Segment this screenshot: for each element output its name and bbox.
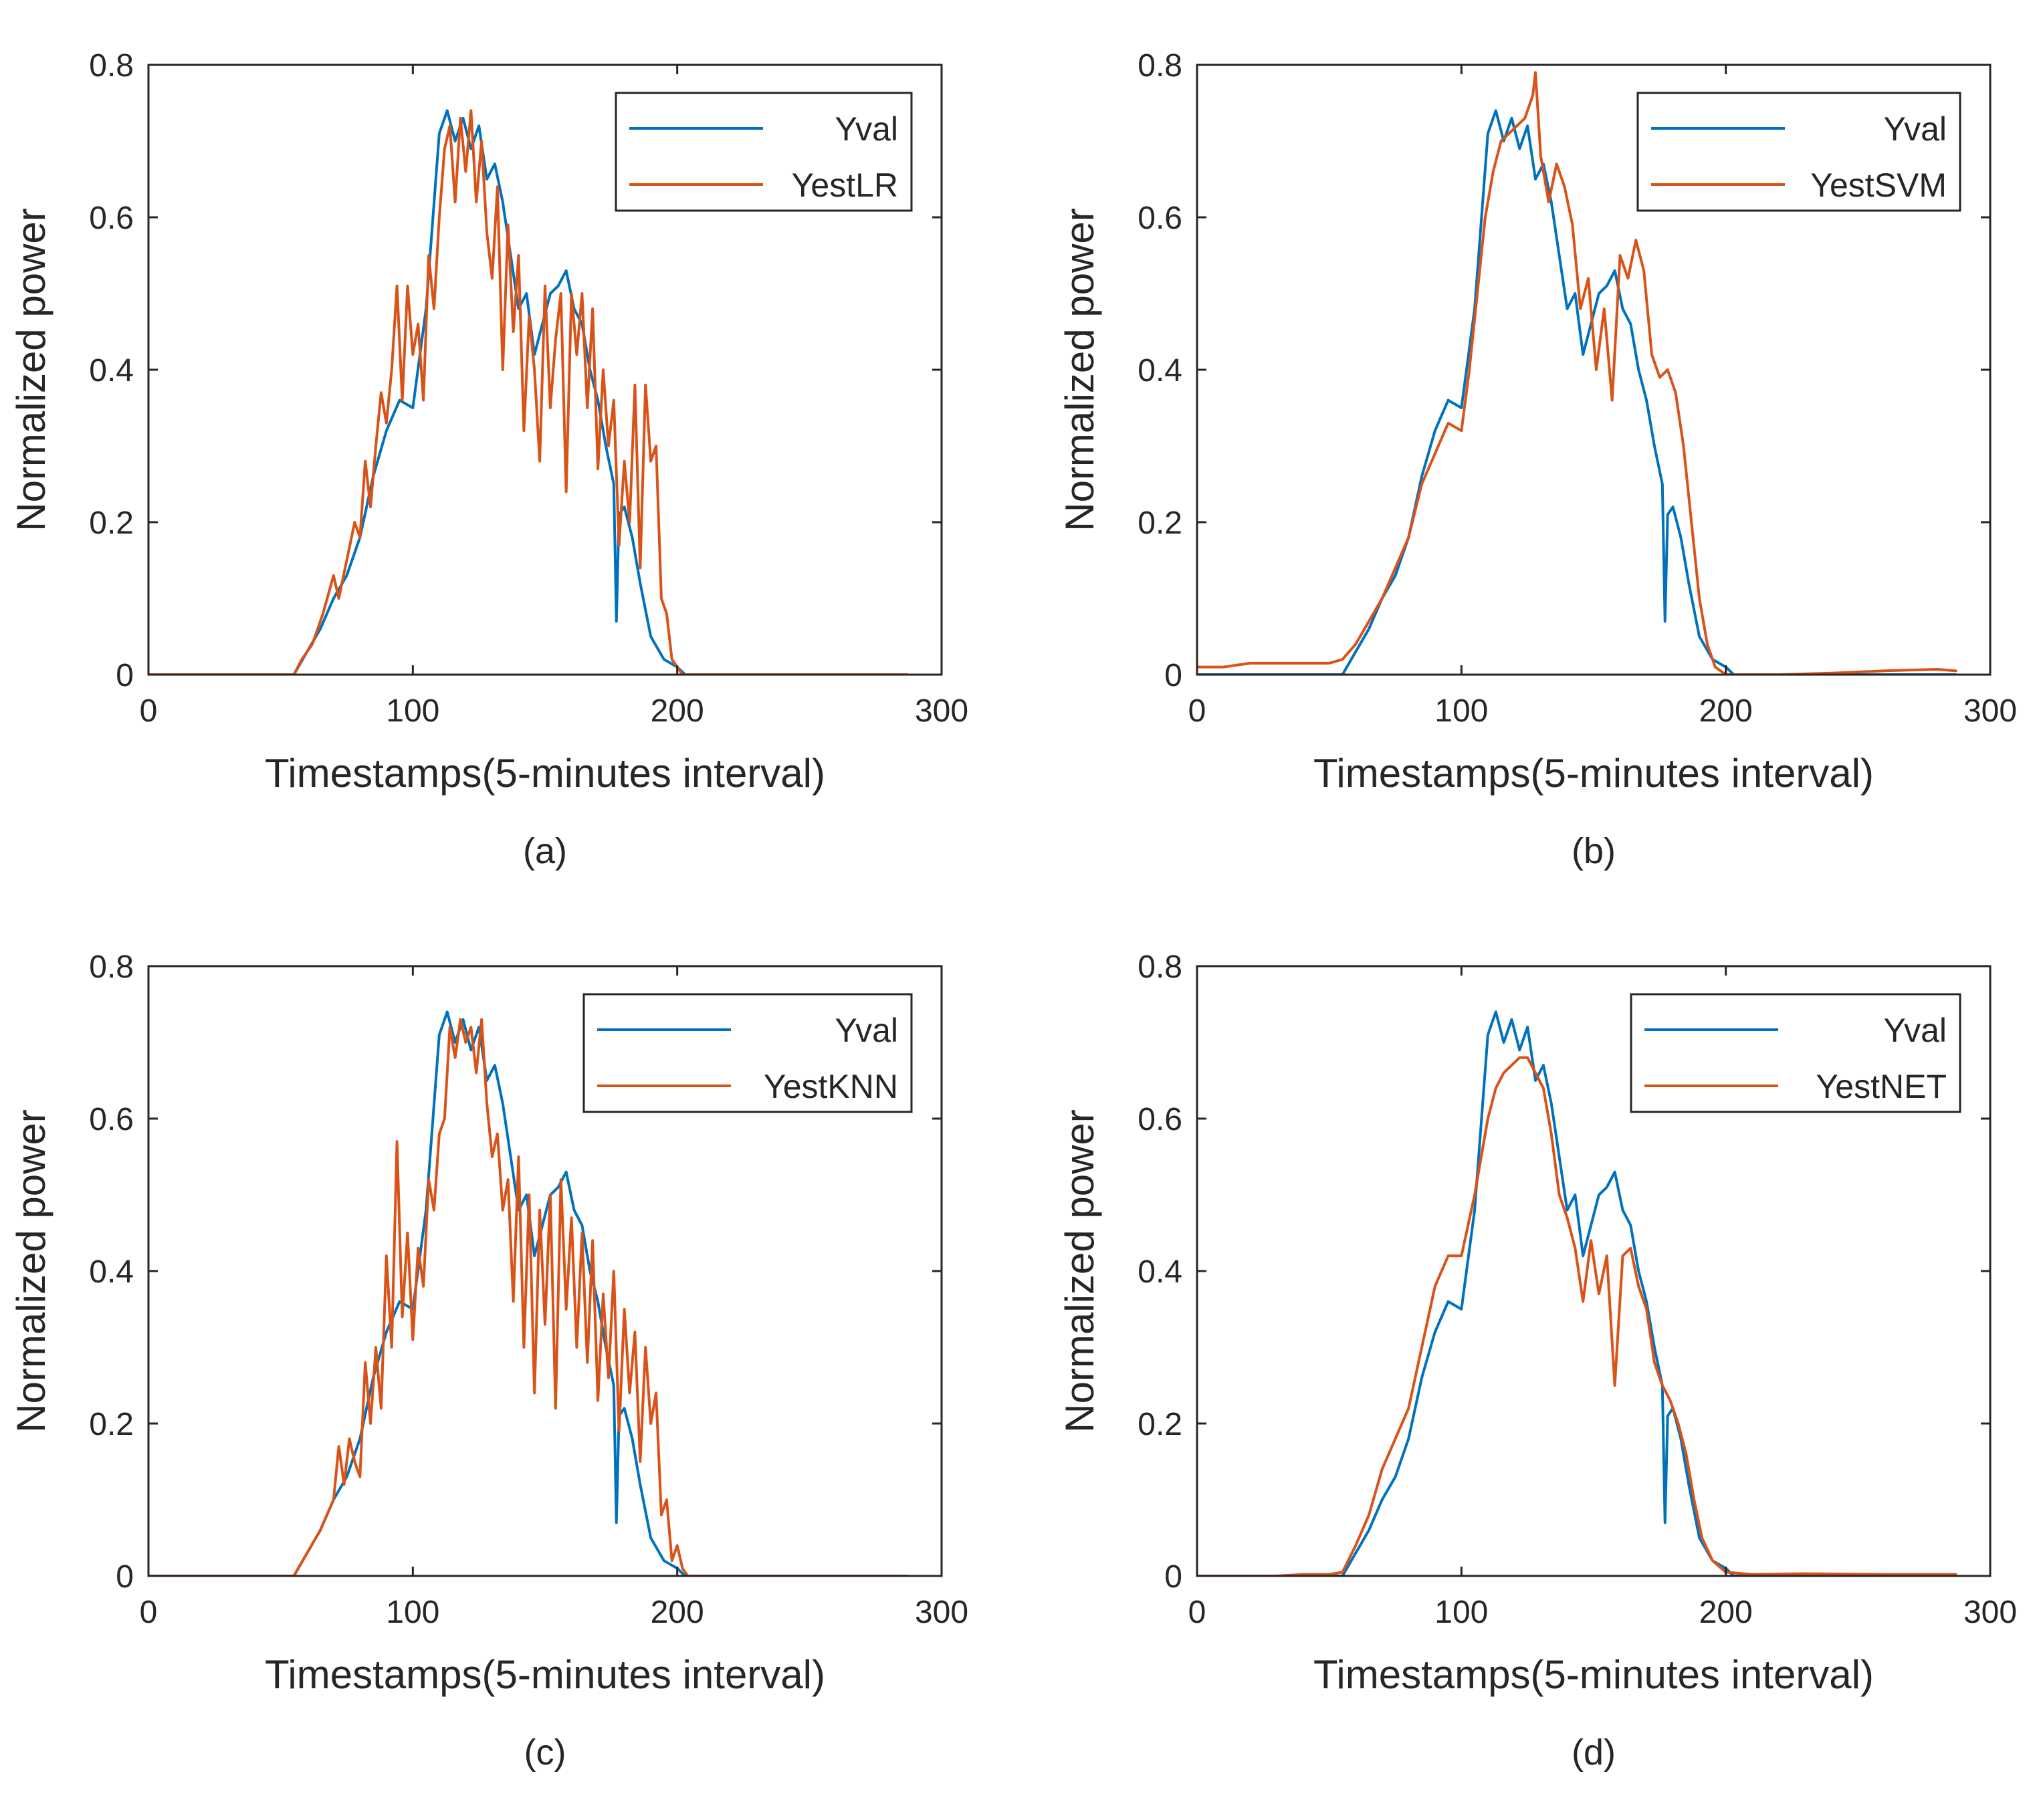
y-tick-label: 0.4 [1138, 1254, 1182, 1290]
series-line-yestknn [148, 1018, 909, 1576]
y-tick-label: 0 [116, 658, 134, 693]
y-tick-label: 0.2 [89, 1407, 134, 1442]
panel-caption: (b) [1572, 831, 1616, 871]
legend: Yval YestNET [1630, 993, 1961, 1113]
series-line-yestnet [1197, 1056, 1957, 1576]
series-lines [1197, 71, 1957, 675]
panel-caption: (a) [523, 831, 567, 871]
series-line-yestsvm [1197, 71, 1957, 675]
y-tick-label: 0.8 [1138, 48, 1182, 84]
x-axis-label: Timestamps(5-minutes interval) [1313, 1652, 1874, 1697]
legend-label: Yval [1883, 1012, 1947, 1049]
legend: Yval YestSVM [1636, 92, 1961, 212]
y-axis-label: Normalized power [1057, 1109, 1102, 1433]
y-axis-label: Normalized power [9, 1109, 53, 1433]
y-tick-label: 0.6 [89, 201, 134, 236]
legend-box [1630, 993, 1961, 1113]
y-tick-label: 0.4 [1138, 353, 1182, 388]
legend-box [582, 993, 913, 1113]
y-tick-label: 0.2 [1138, 1407, 1182, 1442]
x-tick-label: 100 [1434, 693, 1488, 729]
legend-label: Yval [835, 1012, 898, 1049]
x-tick-label: 100 [386, 1595, 439, 1630]
y-axis-label: Normalized power [1057, 208, 1102, 532]
y-tick-label: 0.4 [89, 353, 134, 388]
legend-box [1636, 92, 1961, 212]
x-tick-label: 0 [140, 693, 158, 729]
series-lines [1197, 1010, 1957, 1576]
legend: Yval YestKNN [582, 993, 913, 1113]
legend-label: Yval [1883, 110, 1947, 148]
panel-caption: (c) [524, 1732, 566, 1773]
x-tick-label: 100 [386, 693, 439, 729]
x-axis-label: Timestamps(5-minutes interval) [265, 1652, 825, 1697]
y-tick-label: 0.6 [1138, 1102, 1182, 1137]
x-tick-label: 300 [915, 1595, 968, 1630]
chart-panel-d: 0 100 200 300 0 0.2 0.4 0.6 0.8 Timestamps(5-minu… [1057, 949, 2017, 1773]
y-tick-label: 0.8 [1138, 949, 1182, 985]
legend-box [615, 92, 913, 212]
y-tick-label: 0 [1164, 658, 1182, 693]
x-tick-label: 200 [1699, 1595, 1753, 1630]
panel-caption: (d) [1572, 1732, 1616, 1773]
legend-label: YestNET [1816, 1068, 1947, 1105]
legend-label: Yval [835, 110, 898, 148]
x-tick-label: 300 [1963, 1595, 2017, 1630]
x-tick-label: 200 [651, 693, 704, 729]
legend-label: YestLR [792, 166, 898, 204]
x-tick-label: 300 [1963, 693, 2017, 729]
chart-panel-b: 0 100 200 300 0 0.2 0.4 0.6 0.8 Timestamps(5-minu… [1057, 48, 2017, 871]
y-tick-label: 0 [1164, 1559, 1182, 1595]
x-tick-label: 200 [651, 1595, 704, 1630]
series-line-yval [1197, 1010, 1957, 1576]
y-tick-label: 0 [116, 1559, 134, 1595]
x-tick-label: 0 [140, 1595, 158, 1630]
legend-label: YestKNN [764, 1068, 898, 1105]
x-tick-label: 100 [1434, 1595, 1488, 1630]
x-tick-label: 300 [915, 693, 968, 729]
series-line-yestlr [148, 109, 909, 675]
y-tick-label: 0.8 [89, 48, 134, 84]
y-tick-label: 0.4 [89, 1254, 134, 1290]
chart-panel-a: 0 100 200 300 0 0.2 0.4 0.6 0.8 Timestamps(5-minu… [9, 48, 968, 871]
x-axis-label: Timestamps(5-minutes interval) [1313, 751, 1874, 796]
y-tick-label: 0.2 [1138, 505, 1182, 541]
series-lines [148, 109, 909, 675]
y-tick-label: 0.2 [89, 505, 134, 541]
y-tick-label: 0.6 [89, 1102, 134, 1137]
x-axis-label: Timestamps(5-minutes interval) [265, 751, 825, 796]
legend-label: YestSVM [1810, 166, 1947, 204]
series-line-yval [1197, 109, 1957, 675]
x-tick-label: 0 [1188, 1595, 1206, 1630]
y-tick-label: 0.8 [89, 949, 134, 985]
chart-panel-c: 0 100 200 300 0 0.2 0.4 0.6 0.8 Timestamps(5-minu… [9, 949, 968, 1773]
y-axis-label: Normalized power [9, 208, 53, 532]
series-lines [148, 1010, 909, 1576]
y-tick-label: 0.6 [1138, 201, 1182, 236]
legend: Yval YestLR [615, 92, 913, 212]
x-tick-label: 0 [1188, 693, 1206, 729]
x-tick-label: 200 [1699, 693, 1753, 729]
